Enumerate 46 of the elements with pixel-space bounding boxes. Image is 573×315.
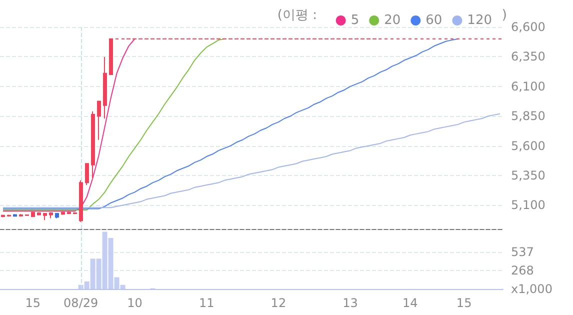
y-tick-label: 5,350 [511, 168, 546, 183]
candlestick [97, 100, 101, 140]
x-tick-label: 08/29 [64, 296, 98, 310]
x-tick-label: 12 [270, 296, 286, 310]
candlestick [91, 110, 95, 178]
legend-label: 5 [350, 13, 360, 28]
legend-title: (이평 : [277, 8, 318, 23]
line-series [2, 38, 226, 210]
line-series [2, 113, 501, 208]
y-tick-label: 6,100 [511, 79, 546, 94]
y-tick-label: 6,600 [511, 20, 546, 34]
y-tick-label: 5,850 [511, 109, 546, 124]
x-tick-label: 13 [342, 296, 358, 310]
candlestick [73, 212, 77, 215]
x-tick-label: 15 [456, 296, 472, 310]
x-tick-label: 11 [198, 296, 214, 310]
candlestick [109, 38, 113, 76]
candlestick [37, 212, 41, 216]
candlestick [103, 56, 107, 119]
candlestick [19, 214, 23, 218]
candlestick [67, 211, 71, 215]
candlestick [31, 211, 35, 218]
y-tick-label: x1,000 [511, 282, 552, 296]
x-tick-label: 14 [402, 296, 418, 310]
legend-label: 20 [384, 13, 401, 28]
candlestick [43, 212, 47, 221]
candlestick [1, 214, 5, 218]
y-tick-label: 5,600 [511, 138, 546, 153]
candlestick [49, 212, 53, 219]
x-tick-label: 15 [25, 296, 41, 310]
candlestick [61, 211, 65, 216]
candlestick [85, 163, 89, 186]
candlestick [13, 214, 17, 218]
legend-label: 120 [467, 13, 492, 28]
candlestick [55, 212, 59, 219]
x-tick-label: 10 [127, 296, 142, 310]
candlestick [79, 180, 83, 222]
line-series [2, 38, 136, 212]
text: ) [502, 8, 508, 23]
legend-label: 60 [426, 13, 442, 28]
y-tick-label: 6,350 [511, 50, 546, 64]
line-series [2, 38, 459, 210]
y-tick-label: 268 [511, 264, 534, 278]
y-tick-label: 537 [511, 244, 534, 259]
y-tick-label: 5,100 [511, 198, 546, 212]
candlestick [7, 214, 11, 218]
